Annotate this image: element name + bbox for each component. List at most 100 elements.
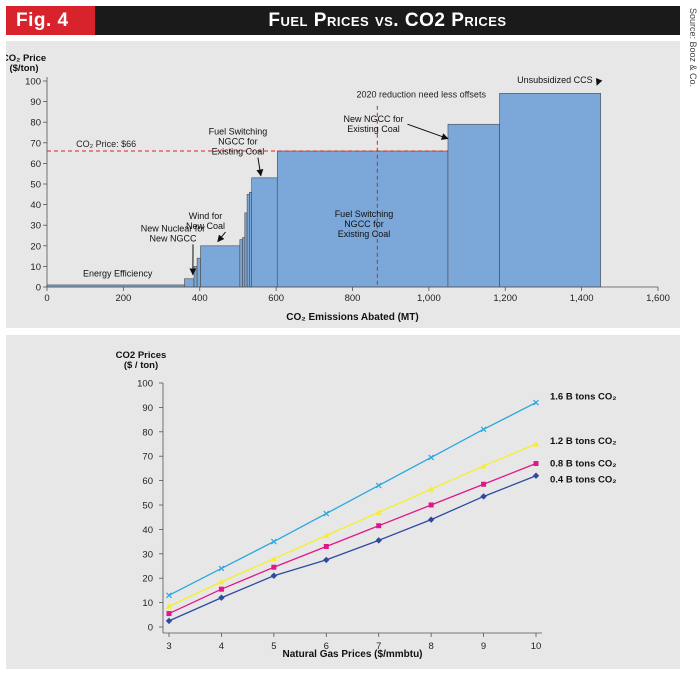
annotation-arrow <box>597 80 599 85</box>
data-point-x-marker <box>219 566 224 571</box>
x-tick-label: 1,000 <box>417 293 441 304</box>
y-tick-label: 90 <box>142 403 153 414</box>
cost-curve-bar <box>252 178 278 287</box>
data-point-diamond-marker <box>376 537 382 543</box>
x-tick-label: 0 <box>44 293 49 304</box>
data-point-diamond-marker <box>271 573 277 579</box>
annotation-arrow <box>218 232 226 242</box>
y-tick-label: 0 <box>148 623 153 634</box>
data-point-x-marker <box>167 593 172 598</box>
figure-label: Fig. 4 <box>6 6 95 35</box>
series-line <box>169 476 536 621</box>
y-tick-label: 100 <box>25 77 41 88</box>
figure-title: Fuel Prices vs. CO2 Prices <box>95 6 680 35</box>
x-axis-label: CO₂ Emissions Abated (MT) <box>286 312 418 323</box>
series-label: 1.6 B tons CO₂ <box>550 392 617 403</box>
annotation-label: Unsubsidized CCS <box>517 75 593 85</box>
cost-curve-bar <box>247 194 249 287</box>
y-axis-label: CO2 Prices($ / ton) <box>116 350 167 371</box>
co2-price-label: CO₂ Price: $66 <box>76 139 136 149</box>
y-tick-label: 50 <box>142 501 153 512</box>
data-point-square-marker <box>534 461 539 466</box>
y-tick-label: 30 <box>142 549 153 560</box>
reduction-label: 2020 reduction need less offsets <box>357 89 487 99</box>
x-tick-label: 600 <box>268 293 284 304</box>
data-point-diamond-marker <box>533 473 539 479</box>
cost-curve-bar <box>184 279 194 287</box>
cost-curve-bar <box>201 246 240 287</box>
y-tick-label: 80 <box>30 118 41 129</box>
figure-header: Fig. 4 Fuel Prices vs. CO2 Prices <box>6 6 680 35</box>
x-tick-label: 5 <box>271 641 276 652</box>
y-tick-label: 70 <box>30 138 41 149</box>
data-point-square-marker <box>271 565 276 570</box>
data-point-square-marker <box>481 482 486 487</box>
x-tick-label: 1,200 <box>493 293 517 304</box>
y-tick-label: 70 <box>142 452 153 463</box>
y-tick-label: 10 <box>142 598 153 609</box>
y-tick-label: 20 <box>30 241 41 252</box>
series-label: 1.2 B tons CO₂ <box>550 436 617 447</box>
y-tick-label: 60 <box>142 476 153 487</box>
data-point-x-marker <box>429 455 434 460</box>
x-tick-label: 200 <box>115 293 131 304</box>
data-point-diamond-marker <box>218 595 224 601</box>
annotation-arrow <box>258 158 261 176</box>
y-tick-label: 60 <box>30 159 41 170</box>
y-tick-label: 0 <box>36 283 41 294</box>
series-label: 0.4 B tons CO₂ <box>550 475 617 486</box>
series-line <box>169 464 536 614</box>
data-point-square-marker <box>376 523 381 528</box>
x-tick-label: 4 <box>219 641 224 652</box>
cost-curve-bar <box>197 258 200 287</box>
y-tick-label: 80 <box>142 427 153 438</box>
cost-curve-bar <box>448 124 500 287</box>
annotation-label: Energy Efficiency <box>83 269 153 279</box>
x-tick-label: 9 <box>481 641 486 652</box>
x-tick-label: 1,600 <box>646 293 670 304</box>
x-tick-label: 10 <box>531 641 542 652</box>
cost-curve-panel: 0 10 20 30 40 50 60 70 80 90 100 0 200 400 600 800 1,000… <box>6 41 680 328</box>
cost-curve-bar <box>194 266 197 287</box>
data-point-x-marker <box>481 427 486 432</box>
cost-curve-bar <box>240 240 243 287</box>
data-point-square-marker <box>324 544 329 549</box>
data-point-x-marker <box>376 483 381 488</box>
cost-curve-bar <box>245 213 247 287</box>
annotation-arrow <box>408 124 448 138</box>
y-tick-label: 10 <box>30 262 41 273</box>
data-point-diamond-marker <box>166 618 172 624</box>
data-point-triangle-marker <box>533 441 539 447</box>
data-point-triangle-marker <box>166 603 172 609</box>
data-point-square-marker <box>219 587 224 592</box>
cost-curve-bar <box>500 93 601 287</box>
data-point-square-marker <box>429 503 434 508</box>
series-label: 0.8 B tons CO₂ <box>550 459 617 470</box>
data-point-square-marker <box>167 611 172 616</box>
data-point-x-marker <box>534 400 539 405</box>
y-tick-label: 90 <box>30 97 41 108</box>
y-tick-label: 50 <box>30 180 41 191</box>
x-axis-label: Natural Gas Prices ($/mmbtu) <box>282 649 422 660</box>
y-tick-label: 40 <box>30 200 41 211</box>
data-point-diamond-marker <box>428 516 434 522</box>
x-tick-label: 400 <box>192 293 208 304</box>
data-point-x-marker <box>271 539 276 544</box>
x-tick-label: 3 <box>166 641 171 652</box>
y-tick-label: 40 <box>142 525 153 536</box>
y-axis-label: CO₂ Price($/ton) <box>6 53 46 74</box>
x-tick-label: 8 <box>428 641 433 652</box>
cost-curve-bar <box>249 192 251 287</box>
y-tick-label: 100 <box>137 379 153 390</box>
data-point-diamond-marker <box>480 493 486 499</box>
cost-curve-bar <box>243 238 245 287</box>
data-point-x-marker <box>324 511 329 516</box>
y-tick-label: 30 <box>30 221 41 232</box>
x-tick-label: 800 <box>345 293 361 304</box>
data-point-diamond-marker <box>323 557 329 563</box>
